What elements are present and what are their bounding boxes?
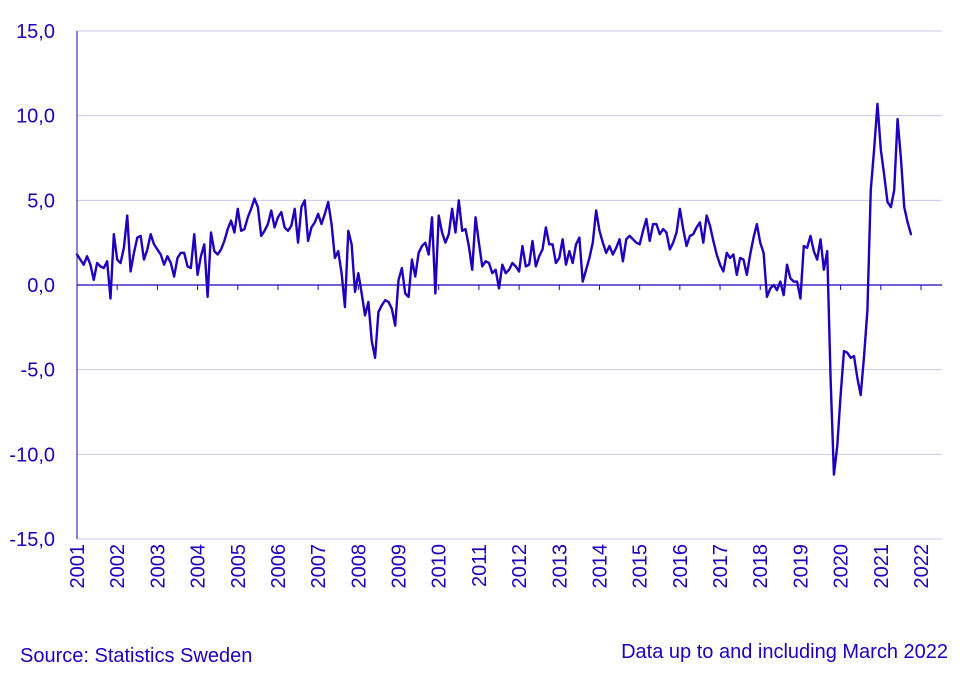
x-tick-label: 2003	[147, 544, 169, 589]
y-axis-tick-labels: 15,0 10,0 5,0 0,0 -5,0 -10,0 -15,0	[9, 21, 55, 551]
x-tick-label: 2008	[348, 544, 370, 589]
y-tick-label: 0,0	[27, 275, 55, 297]
x-tick-label: 2015	[630, 544, 652, 589]
x-tick-label: 2011	[469, 544, 491, 587]
x-tick-label: 2016	[670, 544, 692, 589]
y-tick-label: -5,0	[21, 360, 55, 382]
line-chart: 15,010,05,00,0-5,0-10,0-15,0 2001 2002 200…	[9, 21, 942, 589]
x-tick-label: 2021	[871, 544, 893, 589]
x-tick-label: 2013	[549, 544, 571, 589]
x-tick-label: 2001	[67, 544, 89, 589]
y-tick-label: -10,0	[9, 444, 55, 466]
x-tick-label: 2009	[389, 544, 411, 589]
series-line	[75, 102, 913, 476]
x-tick-label: 2017	[710, 544, 732, 589]
x-tick-label: 2022	[911, 544, 933, 589]
y-tick-label: 10,0	[16, 106, 55, 128]
x-tick-label: 2014	[589, 544, 611, 589]
y-tick-label: 15,0	[16, 21, 55, 43]
x-tick-label: 2005	[228, 544, 250, 589]
y-tick-label: 5,0	[27, 190, 55, 212]
x-tick-label: 2018	[750, 544, 772, 589]
x-tick-label: 2010	[429, 544, 451, 589]
x-tick-label: 2004	[188, 544, 210, 589]
y-tick-label: -15,0	[9, 529, 55, 551]
x-axis-tick-labels: 2001 2002 2003 2004 2005 2006 2007 2008 2009 2010…	[67, 544, 933, 589]
series-group	[75, 102, 913, 476]
data-range-note: Data up to and including March 2022	[621, 641, 948, 663]
x-axis-ticks	[76, 285, 922, 290]
x-tick-label: 2002	[107, 544, 129, 589]
x-tick-label: 2019	[790, 544, 812, 589]
x-tick-label: 2006	[268, 544, 290, 589]
x-tick-label: 2012	[509, 544, 531, 589]
x-tick-label: 2020	[831, 544, 853, 589]
gridlines	[77, 30, 942, 540]
x-tick-label: 2007	[308, 544, 330, 589]
source-note: Source: Statistics Sweden	[20, 645, 253, 667]
